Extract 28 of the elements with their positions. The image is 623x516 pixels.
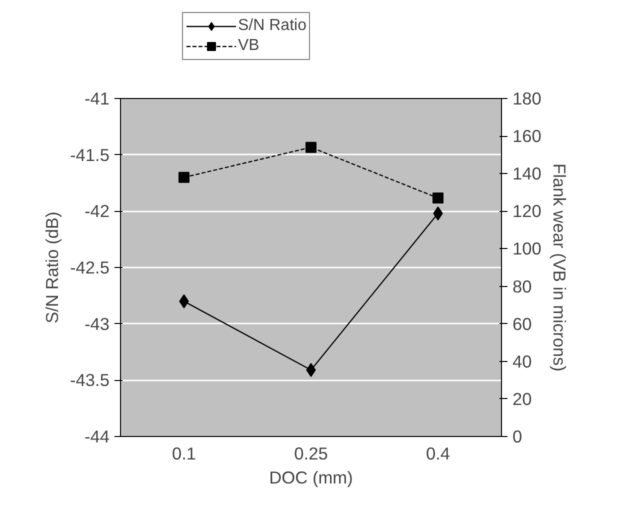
y2-axis-title: Flank wear (VB in microns) [549,164,570,372]
y-axis-title: S/N Ratio (dB) [42,212,62,324]
y2-tick-label: 60 [512,314,532,334]
y-tick-label: -42 [84,201,110,222]
point [178,172,190,183]
y2-tick-label: 80 [512,276,532,296]
x-tick-label: 0.1 [172,444,196,464]
point [432,192,444,204]
y-tick-label: -44 [84,426,110,446]
y2-tick-label: 0 [512,426,522,446]
legend-label: S/N Ratio [238,17,306,35]
x-tick-label: 0.4 [426,444,450,464]
x-tick-label: 0.25 [294,444,328,464]
point [306,142,316,153]
y2-tick-label: 100 [512,238,542,259]
y2-tick-label: 40 [512,351,532,372]
y-tick-label: -43.5 [70,370,110,390]
y-tick-label: -41 [84,88,110,108]
y2-tick-label: 160 [512,126,542,146]
legend-label: VB [238,37,260,55]
y2-tick-label: 140 [512,164,542,184]
x-axis-title: DOC (mm) [269,468,353,488]
y-tick-label: -43 [84,314,110,334]
y2-tick-label: 20 [512,388,532,409]
y2-tick-label: 120 [512,201,542,222]
y-tick-label: -41.5 [70,144,110,165]
y-tick-label: -42.5 [70,258,110,278]
y2-tick-label: 180 [512,88,542,108]
